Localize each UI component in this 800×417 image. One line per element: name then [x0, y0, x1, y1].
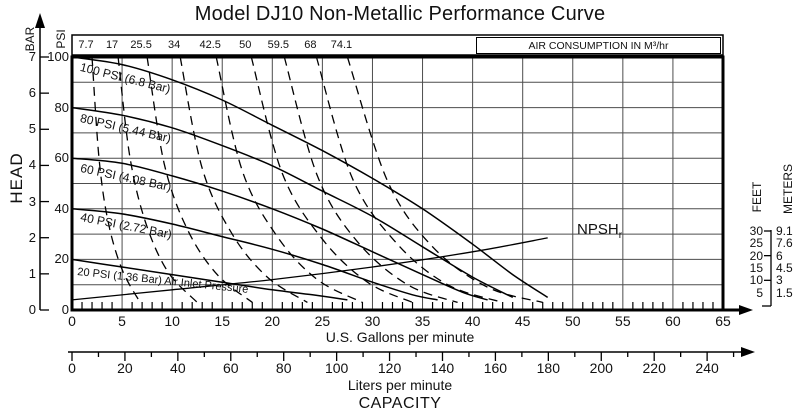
gpm-value: 35 [414, 313, 431, 329]
meters-value: 4.5 [776, 260, 793, 275]
air-consumption-value: 17 [105, 39, 119, 51]
lpm-value: 100 [324, 360, 349, 376]
lpm-value: 160 [483, 360, 508, 376]
npsh-label: NPSHr [577, 221, 623, 241]
gpm-axis-title: U.S. Gallons per minute [325, 329, 475, 345]
bar-value: 1 [28, 265, 36, 281]
gpm-value: 0 [68, 313, 76, 329]
air-consumption-value: 68 [304, 39, 317, 51]
gpm-value: 55 [615, 313, 631, 329]
feet-value: 15 [749, 260, 763, 275]
gpm-value: 40 [464, 313, 481, 329]
psi-value: 60 [54, 150, 69, 166]
lpm-value: 80 [275, 360, 292, 376]
air-consumption-value: 50 [239, 39, 252, 51]
gpm-value: 45 [514, 313, 531, 329]
gpm-axis-arrow [739, 305, 753, 315]
meters-value: 7.6 [776, 236, 793, 251]
psi-value: 20 [54, 251, 69, 267]
gpm-value: 30 [364, 313, 381, 329]
plot-border [70, 55, 725, 312]
lpm-axis-arrow [741, 347, 755, 357]
npsh-curve [71, 237, 548, 301]
pressure-curve [71, 56, 549, 299]
bar-value: 6 [28, 85, 36, 101]
air-consumption-value: 34 [168, 39, 181, 51]
gpm-value: 25 [314, 313, 331, 329]
air-consumption-curve [146, 56, 253, 303]
air-consumption-value: 7.7 [78, 39, 94, 51]
meters-axis-label: METERS [781, 163, 795, 215]
gpm-value: 20 [264, 313, 281, 329]
air-strip-box [71, 34, 724, 56]
air-consumption-curve [215, 56, 363, 303]
psi-axis-label: PSI [54, 29, 68, 49]
air-consumption-curve [283, 56, 458, 304]
bar-value: 2 [28, 229, 36, 245]
air-consumption-curve [179, 56, 308, 303]
lpm-value: 200 [589, 360, 613, 376]
gpm-value: 65 [715, 313, 731, 329]
meters-value: 3 [776, 273, 783, 288]
air-consumption-value: 59.5 [267, 39, 290, 51]
feet-axis-label: FEET [750, 181, 764, 213]
gpm-value: 5 [118, 313, 126, 329]
pressure-curve [71, 157, 488, 301]
lpm-value: 240 [695, 360, 719, 376]
gpm-value: 15 [214, 313, 231, 329]
lpm-value: 40 [170, 360, 186, 376]
lpm-axis-title: Liters per minute [347, 377, 453, 393]
bar-value: 7 [28, 49, 36, 64]
lpm-value: 20 [117, 360, 133, 376]
feet-value: 20 [749, 248, 763, 263]
air-consumption-value: 74.1 [330, 39, 353, 51]
pressure-curve [71, 106, 514, 299]
psi-value: 0 [61, 302, 69, 317]
lpm-value: 140 [430, 360, 455, 376]
bar-axis-label: BAR [23, 26, 37, 52]
bar-value: 5 [28, 121, 36, 137]
gpm-value: 50 [564, 313, 581, 329]
psi-value: 40 [54, 200, 69, 216]
air-consumption-curve [91, 56, 141, 303]
psi-value: 80 [54, 99, 69, 115]
air-consumption-title: AIR CONSUMPTION IN M³/hr [476, 37, 721, 54]
lpm-value: 120 [377, 360, 402, 376]
feet-value: 25 [749, 236, 763, 251]
pressure-curve [71, 258, 348, 301]
lpm-value: 180 [536, 360, 561, 376]
air-consumption-curve [250, 56, 413, 303]
capacity-label: CAPACITY [358, 395, 442, 412]
air-consumption-curve [346, 56, 543, 304]
air-consumption-curve [315, 56, 503, 304]
bar-value: 0 [28, 302, 36, 317]
feet-value: 5 [756, 285, 763, 300]
air-consumption-value: 42.5 [199, 39, 221, 51]
bar-value: 4 [28, 157, 36, 173]
meters-value: 6 [776, 248, 783, 263]
bar-axis-arrow [35, 13, 45, 28]
air-consumption-value: 25.5 [130, 39, 152, 51]
air-consumption-curve [117, 56, 198, 303]
pressure-curve [71, 208, 438, 301]
meters-value: 9.1 [776, 224, 793, 238]
gpm-value: 10 [164, 313, 180, 329]
feet-value: 30 [749, 224, 763, 238]
meters-value: 1.5 [776, 285, 793, 300]
psi-value: 100 [47, 49, 69, 64]
feet-value: 10 [749, 273, 763, 288]
gpm-value: 60 [665, 313, 681, 329]
bar-value: 3 [28, 193, 36, 209]
lpm-value: 60 [222, 360, 239, 376]
lpm-value: 0 [68, 360, 76, 376]
lpm-value: 220 [642, 360, 666, 376]
chart-title: Model DJ10 Non-Metallic Performance Curv… [194, 3, 606, 25]
